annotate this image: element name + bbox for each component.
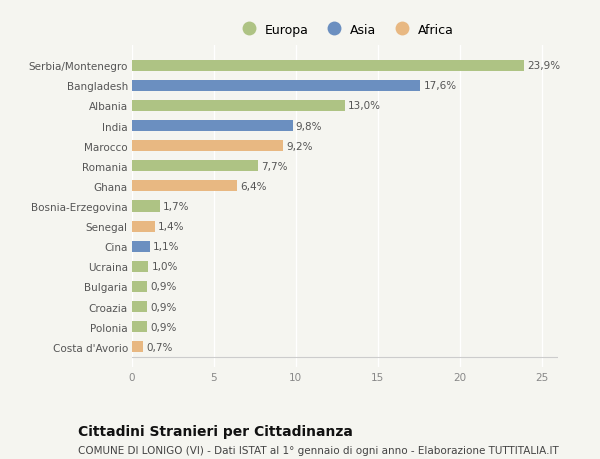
Bar	[132, 261, 148, 272]
Bar	[132, 201, 160, 212]
Text: 0,7%: 0,7%	[147, 342, 173, 352]
Text: 7,7%: 7,7%	[262, 162, 288, 171]
Bar	[132, 101, 345, 112]
Legend: Europa, Asia, Africa: Europa, Asia, Africa	[233, 20, 457, 40]
Bar	[132, 81, 421, 92]
Text: COMUNE DI LONIGO (VI) - Dati ISTAT al 1° gennaio di ogni anno - Elaborazione TUT: COMUNE DI LONIGO (VI) - Dati ISTAT al 1°…	[78, 445, 559, 455]
Text: 0,9%: 0,9%	[150, 282, 176, 292]
Text: 1,1%: 1,1%	[154, 242, 180, 252]
Bar	[132, 321, 147, 332]
Bar	[132, 341, 143, 353]
Text: 1,4%: 1,4%	[158, 222, 185, 232]
Bar	[132, 241, 150, 252]
Text: 1,0%: 1,0%	[152, 262, 178, 272]
Text: 0,9%: 0,9%	[150, 322, 176, 332]
Bar	[132, 61, 524, 72]
Bar	[132, 221, 155, 232]
Bar	[132, 181, 237, 192]
Bar	[132, 141, 283, 152]
Bar	[132, 281, 147, 292]
Text: 23,9%: 23,9%	[527, 61, 560, 71]
Bar	[132, 161, 258, 172]
Bar	[132, 121, 293, 132]
Text: 9,8%: 9,8%	[296, 121, 322, 131]
Text: 6,4%: 6,4%	[240, 181, 266, 191]
Text: 1,7%: 1,7%	[163, 202, 190, 212]
Text: Cittadini Stranieri per Cittadinanza: Cittadini Stranieri per Cittadinanza	[78, 425, 353, 438]
Bar	[132, 302, 147, 313]
Text: 17,6%: 17,6%	[424, 81, 457, 91]
Text: 13,0%: 13,0%	[348, 101, 381, 111]
Text: 0,9%: 0,9%	[150, 302, 176, 312]
Text: 9,2%: 9,2%	[286, 141, 313, 151]
